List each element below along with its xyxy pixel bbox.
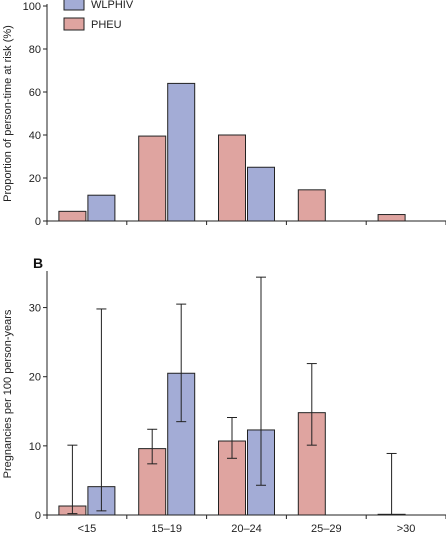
legend-label: WLPHIV: [91, 0, 134, 11]
legend-swatch: [63, 0, 85, 11]
legend-swatch: [63, 17, 85, 31]
y-tick-label: 80: [29, 44, 41, 56]
y-tick-label: 30: [29, 303, 41, 315]
y-tick-label: 100: [23, 1, 41, 13]
y-tick-label: 20: [29, 173, 41, 185]
legend-item-wlphiv: WLPHIV: [63, 0, 134, 11]
bar-pheu: [377, 214, 406, 222]
legend: WLPHIV PHEU: [63, 0, 134, 31]
bar-pheu: [58, 210, 87, 222]
panel-a-y-axis-label: Proportion of person-time at risk (%): [2, 25, 14, 202]
bar-wlphiv: [87, 194, 116, 222]
bar-wlphiv: [247, 166, 275, 222]
panel-b-chart: B Pregnancies per 100 person-years 0 10 20…: [2, 255, 446, 535]
error-bar-pheu: [386, 452, 397, 516]
x-tick-label: <15: [78, 523, 97, 535]
error-bar-wlphiv: [96, 308, 107, 512]
y-tick-label: 0: [35, 510, 41, 522]
bar-pheu: [138, 135, 167, 222]
y-tick-label: 0: [35, 216, 41, 228]
x-tick-label: 20–24: [231, 523, 262, 535]
panel-b-label: B: [33, 255, 43, 271]
panel-a-chart: Proportion of person-time at risk (%) 0 2…: [2, 0, 446, 228]
x-tick-label: >30: [397, 523, 416, 535]
error-bar-pheu: [306, 363, 317, 446]
error-bar-wlphiv: [176, 303, 187, 423]
error-bar-wlphiv: [256, 276, 266, 486]
y-tick-label: 60: [29, 87, 41, 99]
x-tick-label: 15–19: [151, 523, 182, 535]
panel-b-y-axis-label: Pregnancies per 100 person-years: [2, 309, 14, 478]
error-bar-pheu: [147, 428, 158, 465]
error-bar-pheu: [67, 444, 78, 515]
bar-wlphiv: [167, 82, 196, 222]
bar-pheu: [297, 189, 326, 222]
bar-pheu: [218, 134, 246, 222]
y-tick-label: 40: [29, 130, 41, 142]
y-tick-label: 20: [29, 372, 41, 384]
legend-label: PHEU: [91, 19, 122, 31]
error-bar-pheu: [227, 417, 237, 459]
legend-item-pheu: PHEU: [63, 17, 122, 31]
x-tick-label: 25–29: [311, 523, 342, 535]
y-tick-label: 10: [29, 441, 41, 453]
